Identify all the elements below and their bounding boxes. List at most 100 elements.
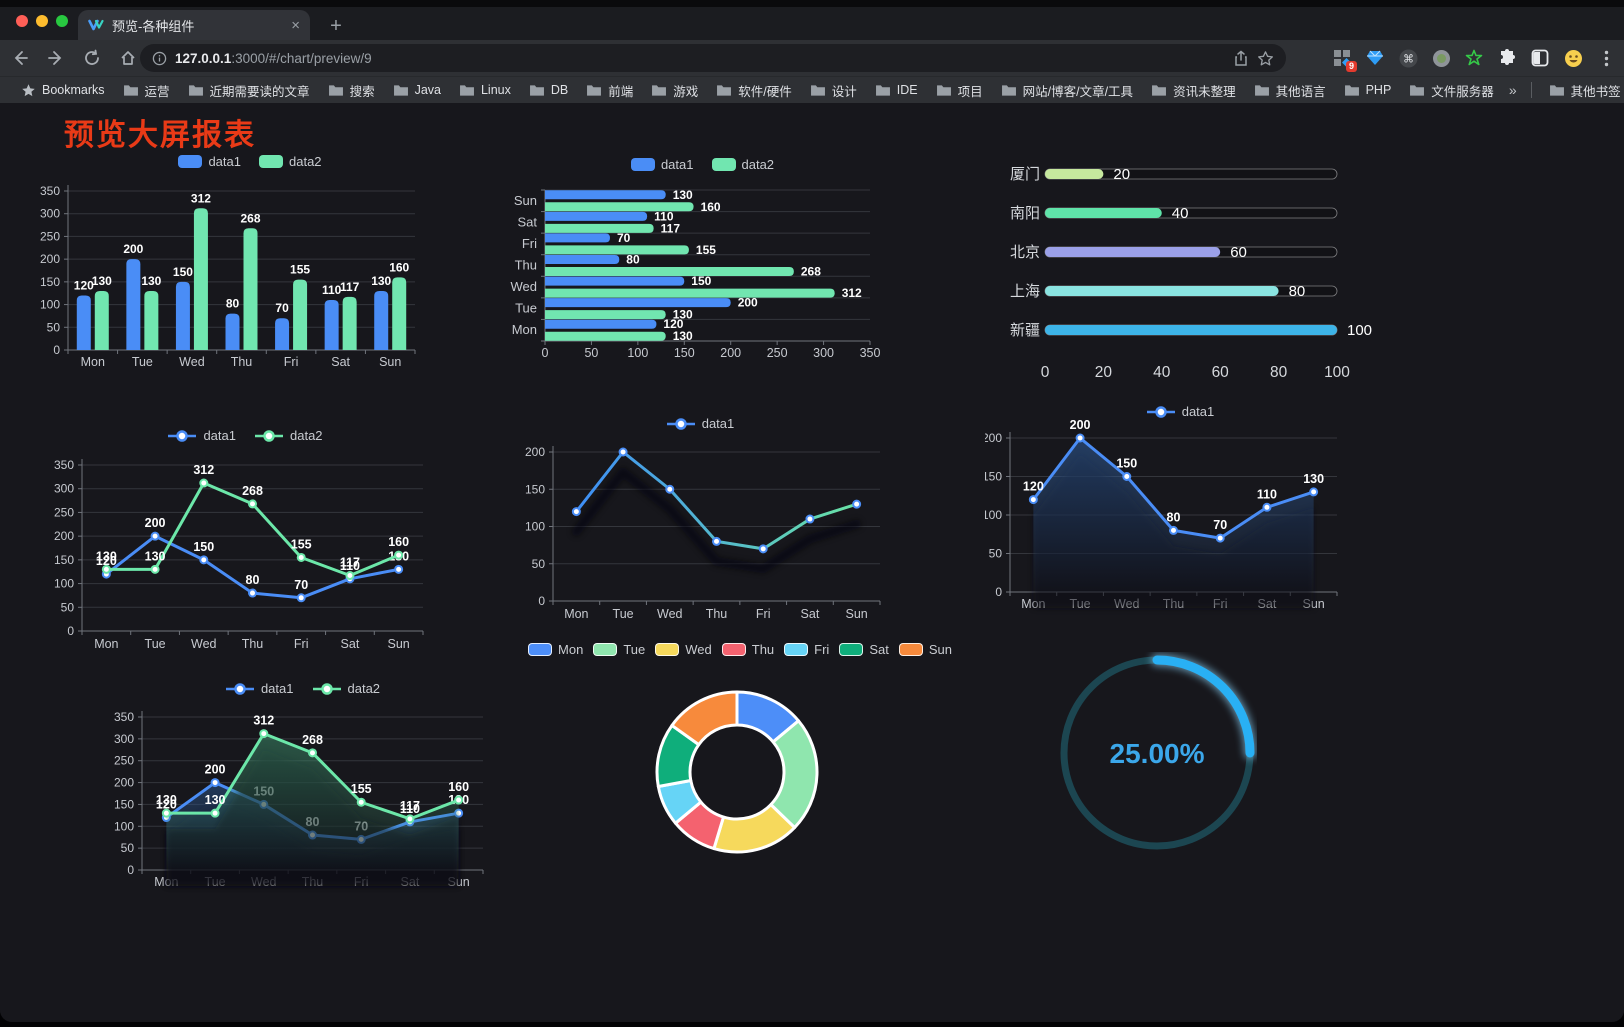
bookmark-folder[interactable]: 近期需要读的文章 xyxy=(179,79,319,101)
bookmark-folder[interactable]: PHP xyxy=(1335,79,1401,101)
svg-text:155: 155 xyxy=(696,243,716,257)
svg-text:120: 120 xyxy=(663,317,683,331)
folder-icon xyxy=(1344,84,1359,96)
svg-text:70: 70 xyxy=(294,578,308,592)
chart-line-gradient[interactable]: data1 0 50 100 150 200 Mon Tue Wed Thu Fri Sat Sun xyxy=(505,403,895,631)
folder-icon xyxy=(188,84,203,96)
bookmark-folder[interactable]: 设计 xyxy=(801,79,866,101)
swatch-icon xyxy=(528,643,553,656)
swatch-icon xyxy=(655,643,680,656)
svg-text:130: 130 xyxy=(92,274,112,288)
legend-item[interactable]: data1 xyxy=(178,154,241,169)
legend-item[interactable]: Thu xyxy=(721,642,774,657)
bookmark-folder[interactable]: 资讯未整理 xyxy=(1142,79,1245,101)
extension-gem-icon[interactable] xyxy=(1365,48,1385,68)
bookmark-folder[interactable]: 软件/硬件 xyxy=(707,79,800,101)
back-button[interactable] xyxy=(10,48,30,68)
svg-text:300: 300 xyxy=(54,482,74,496)
svg-text:200: 200 xyxy=(525,445,545,459)
legend-item[interactable]: data1 xyxy=(225,681,294,696)
bookmark-folder[interactable]: Linux xyxy=(450,79,520,101)
svg-text:80: 80 xyxy=(246,573,260,587)
legend-item[interactable]: data1 xyxy=(630,157,694,172)
svg-text:200: 200 xyxy=(123,242,143,256)
legend-item[interactable]: Fri xyxy=(784,642,829,657)
extension-record-icon[interactable] xyxy=(1431,48,1451,68)
bookmark-folder[interactable]: 网站/博客/文章/工具 xyxy=(992,79,1142,101)
legend-item[interactable]: data2 xyxy=(312,681,380,696)
chart-gauge[interactable]: 25.00% xyxy=(1057,652,1257,856)
other-bookmarks-folder[interactable]: 其他书签 xyxy=(1540,79,1624,101)
extension-star-icon[interactable] xyxy=(1464,48,1484,68)
bookmark-folder[interactable]: 前端 xyxy=(577,79,642,101)
folder-icon xyxy=(123,84,138,96)
extension-grid-icon[interactable]: 9 xyxy=(1332,48,1357,72)
svg-text:150: 150 xyxy=(54,553,74,567)
bookmarks-overflow-chevron[interactable]: » xyxy=(1508,82,1517,98)
svg-text:110: 110 xyxy=(400,802,420,816)
folder-icon xyxy=(810,84,825,96)
svg-text:250: 250 xyxy=(54,505,74,519)
legend-item[interactable]: data1 xyxy=(167,428,236,443)
bookmark-folder[interactable]: 运营 xyxy=(114,79,179,101)
forward-button[interactable] xyxy=(46,48,66,68)
svg-text:50: 50 xyxy=(989,547,1003,561)
legend-item[interactable]: Tue xyxy=(593,642,645,657)
chart-line-area-two[interactable]: data1data2050100150200250300350MonTueWed… xyxy=(95,674,510,898)
svg-text:155: 155 xyxy=(290,263,310,277)
svg-text:Fri: Fri xyxy=(284,355,299,369)
extension-contrast-icon[interactable] xyxy=(1530,48,1550,68)
home-button[interactable] xyxy=(118,48,138,68)
close-window-button[interactable] xyxy=(16,15,28,27)
bookmark-folder[interactable]: 游戏 xyxy=(642,79,707,101)
chart-line-two-series[interactable]: data1 data2 0 50 100 150 200 250 300 350 Mon Tue Wed… xyxy=(35,427,455,655)
legend-item[interactable]: Sat xyxy=(839,642,889,657)
legend-item[interactable]: data2 xyxy=(711,157,774,172)
zoom-window-button[interactable] xyxy=(56,15,68,27)
legend-item[interactable]: Mon xyxy=(528,642,583,657)
reload-button[interactable] xyxy=(82,48,102,68)
bookmark-folder[interactable]: 项目 xyxy=(927,79,992,101)
extension-emoji-icon[interactable] xyxy=(1563,48,1583,68)
chart-progress-bars[interactable]: 厦门 20 南阳 40 北京 60 上海 80 新疆 100 0 20 40 60 80 100 xyxy=(990,150,1394,384)
legend-item[interactable]: data2 xyxy=(254,428,323,443)
svg-text:250: 250 xyxy=(40,229,60,243)
bookmark-folder[interactable]: 文件服务器 xyxy=(1400,79,1503,101)
extension-badge: 9 xyxy=(1345,61,1357,72)
svg-text:40: 40 xyxy=(1153,364,1171,381)
bookmark-folder[interactable]: 其他语言 xyxy=(1245,79,1335,101)
svg-text:130: 130 xyxy=(673,308,693,322)
extensions-puzzle-icon[interactable] xyxy=(1497,48,1517,68)
svg-text:厦门: 厦门 xyxy=(1010,166,1040,183)
browser-tab[interactable]: 预览-各种组件 × xyxy=(78,10,310,40)
legend-item[interactable]: data1 xyxy=(666,416,734,431)
chart-canvas-donut xyxy=(655,690,819,854)
chart-bar-horizontal[interactable]: data1 data2 0 50 100 150 200 250 300 350 Mon 120 130… xyxy=(505,156,900,368)
bookmark-folder[interactable]: IDE xyxy=(866,79,927,101)
new-tab-button[interactable]: + xyxy=(330,14,342,37)
swatch-icon xyxy=(784,643,809,656)
swatch-icon xyxy=(721,643,746,656)
chart-donut[interactable]: Mon Tue Wed Thu Fri Sat Sun xyxy=(528,638,952,896)
bookmark-item-bookmarks[interactable]: Bookmarks xyxy=(12,79,114,101)
legend-item[interactable]: Wed xyxy=(655,642,712,657)
bookmark-folder[interactable]: 搜索 xyxy=(319,79,384,101)
share-icon[interactable] xyxy=(1233,50,1249,67)
site-info-icon[interactable] xyxy=(152,51,167,66)
svg-text:120: 120 xyxy=(96,554,117,568)
extension-command-icon[interactable]: ⌘ xyxy=(1398,48,1418,68)
menu-kebab-icon[interactable] xyxy=(1596,48,1616,68)
tab-close-icon[interactable]: × xyxy=(291,16,300,34)
minimize-window-button[interactable] xyxy=(36,15,48,27)
swatch-icon xyxy=(711,158,736,171)
bookmark-folder[interactable]: Java xyxy=(384,79,450,101)
bookmark-star-icon[interactable] xyxy=(1257,50,1274,67)
chart-line-area-single[interactable]: data1050100150200MonTueWedThuFriSatSun12… xyxy=(985,386,1375,616)
address-bar[interactable]: 127.0.0.1:3000/#/chart/preview/9 xyxy=(140,44,1286,72)
svg-text:312: 312 xyxy=(193,463,214,477)
legend-item[interactable]: Sun xyxy=(898,642,952,657)
chart-bar-vertical[interactable]: data1 data2 0 50 100 150 200 250 300 350 Mon Tue Wed… xyxy=(40,153,460,369)
bookmark-folder[interactable]: DB xyxy=(520,79,577,101)
legend-item[interactable]: data2 xyxy=(259,154,322,169)
legend-item[interactable]: data1 xyxy=(1146,404,1214,419)
